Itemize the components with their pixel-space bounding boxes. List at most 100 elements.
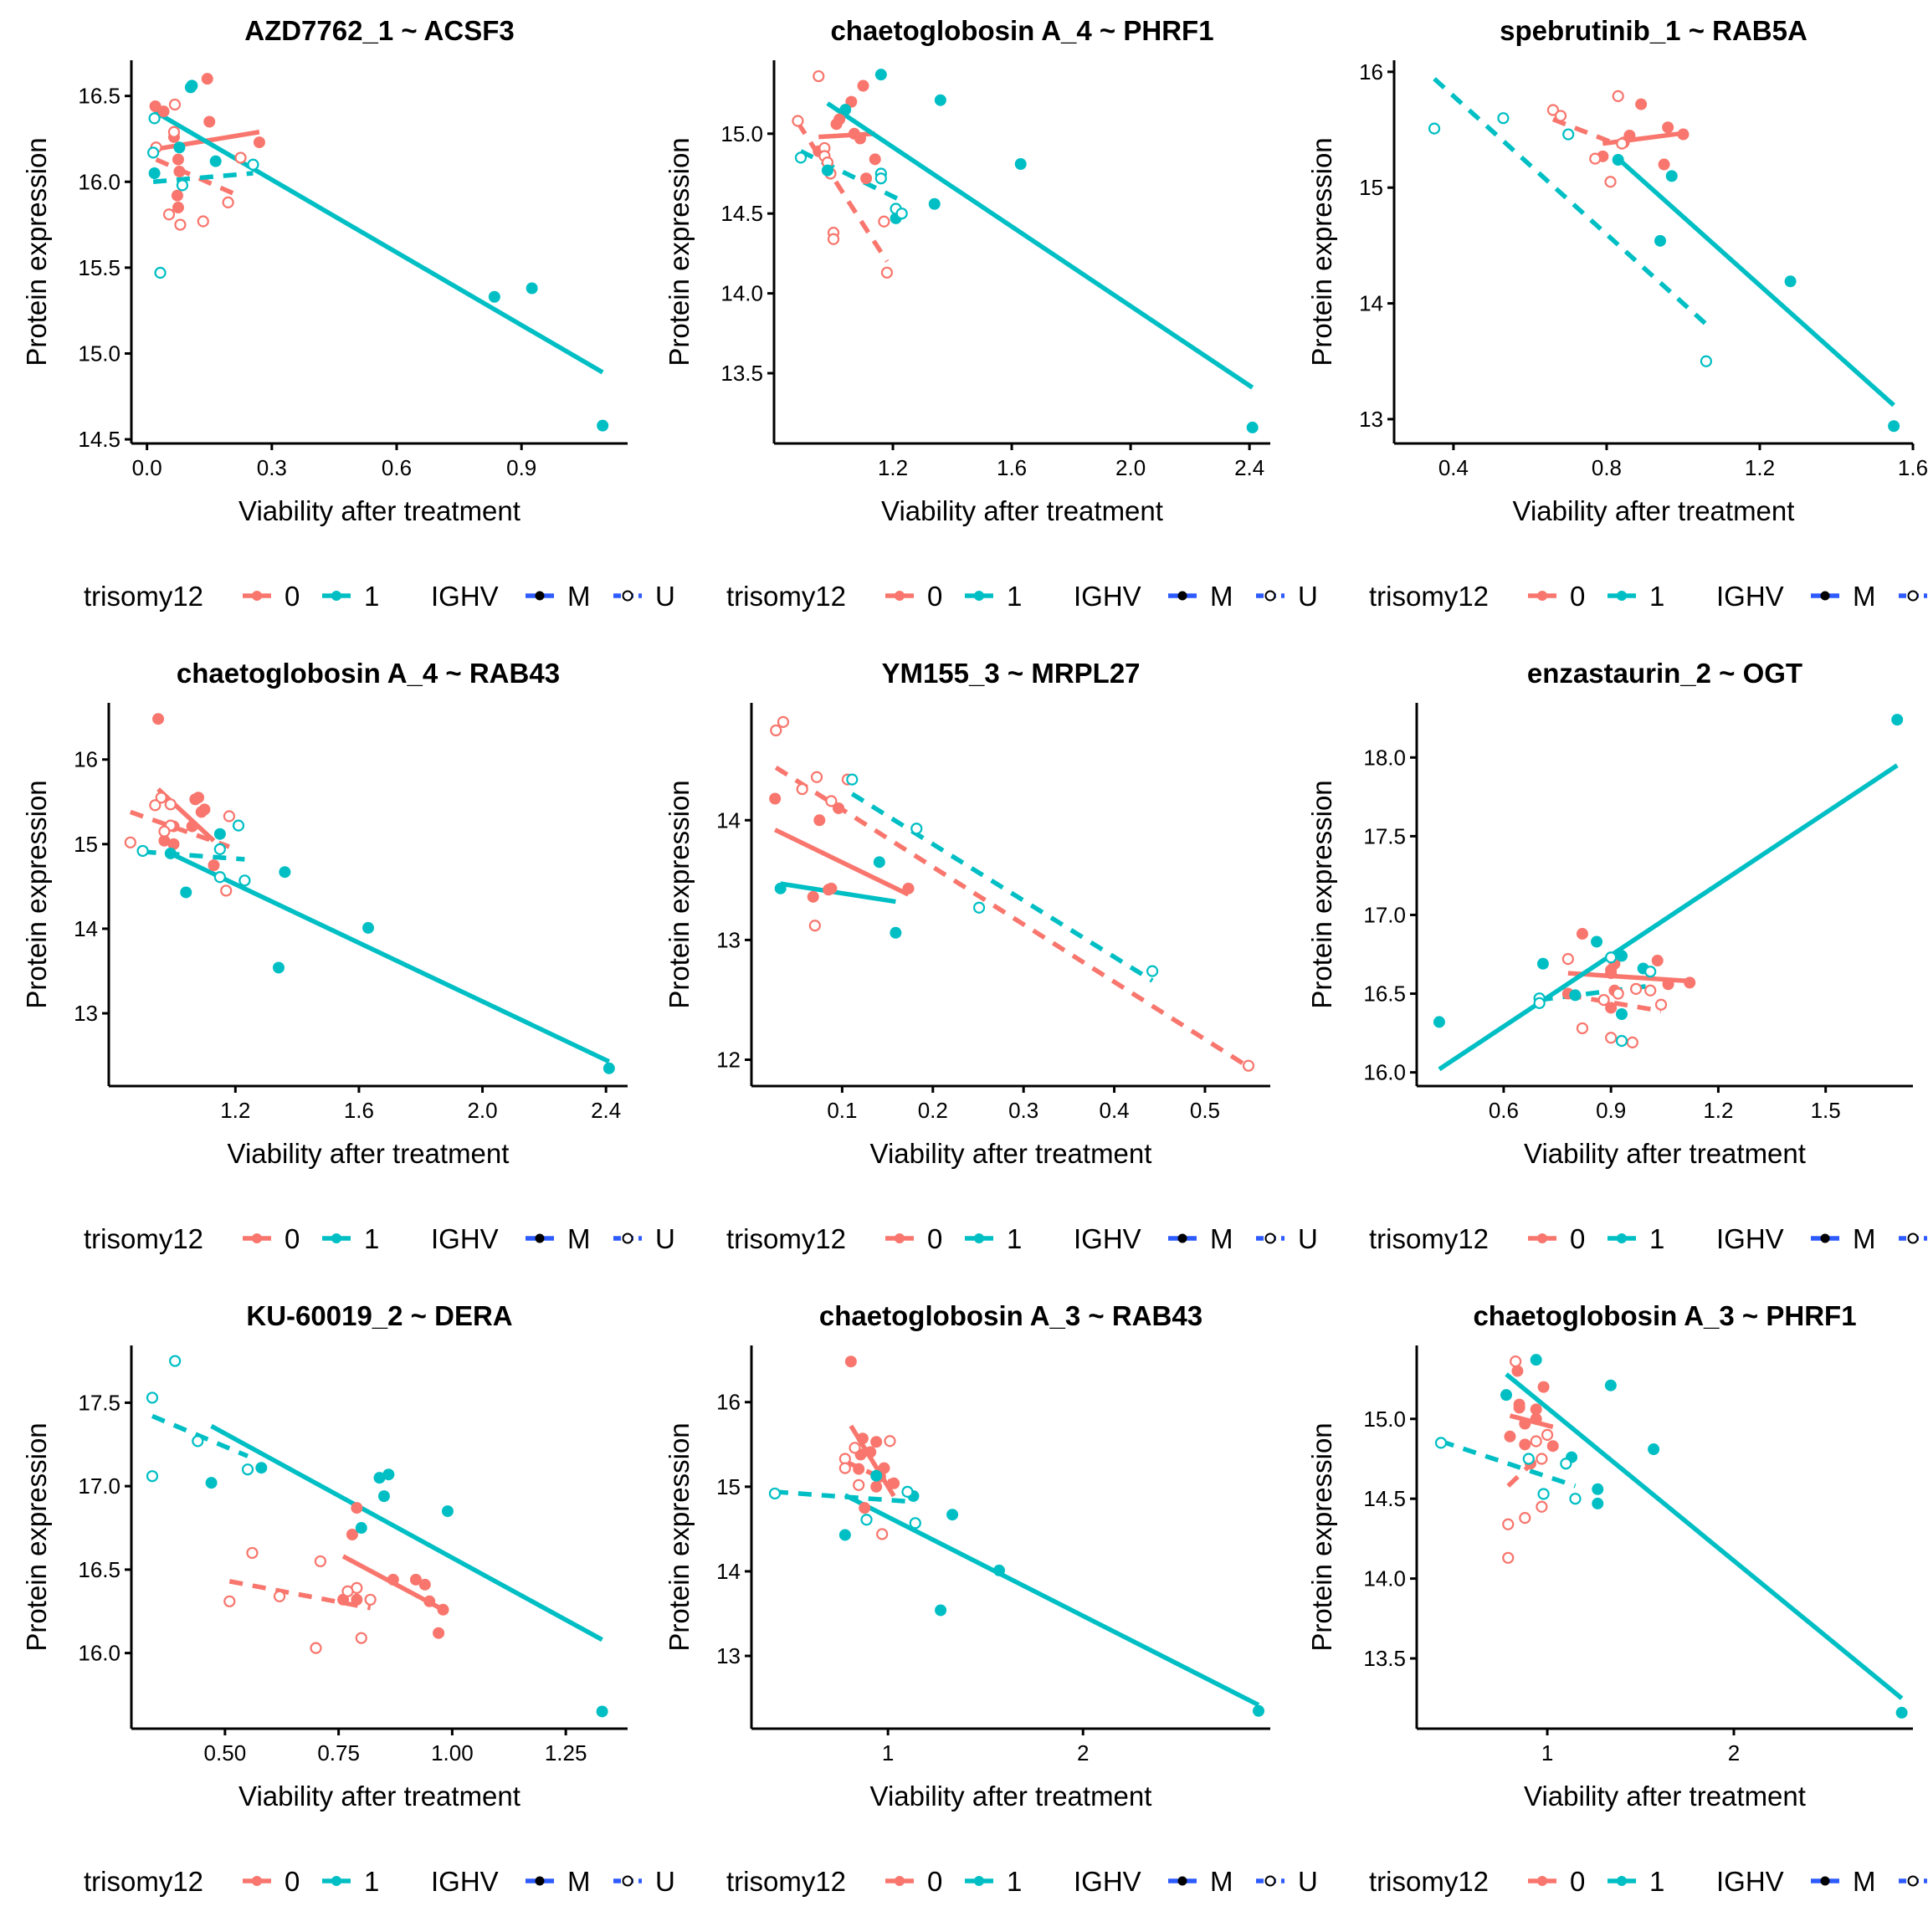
x-tick-label: 1 bbox=[882, 1740, 894, 1765]
legend-title-trisomy12: trisomy12 bbox=[726, 581, 846, 612]
data-point-trisomy1-ighv-M bbox=[148, 167, 161, 180]
x-tick-label: 1.6 bbox=[344, 1098, 374, 1123]
legend-title-ighv: IGHV bbox=[1074, 1866, 1141, 1897]
data-point-trisomy0-ighv-M bbox=[198, 803, 211, 816]
data-point-trisomy1-ighv-M bbox=[1604, 1379, 1617, 1391]
data-point-trisomy0-ighv-M bbox=[152, 713, 165, 725]
data-point-trisomy0-ighv-U bbox=[223, 1595, 236, 1607]
data-point-trisomy1-ighv-M bbox=[1246, 421, 1259, 433]
data-point-trisomy1-ighv-M bbox=[377, 1490, 390, 1503]
data-point-trisomy0-ighv-M bbox=[1519, 1438, 1531, 1451]
legend-key-point bbox=[974, 591, 984, 601]
data-point-trisomy0-ighv-M bbox=[1546, 1440, 1559, 1453]
legend-key-point bbox=[1907, 1875, 1919, 1887]
y-tick-label: 16 bbox=[716, 1390, 741, 1415]
panel: AZD7762_1 ~ ACSF3 0.0 0.3 0.6 0.9 14.5 15.0 15.… bbox=[21, 15, 675, 612]
data-point-trisomy0-ighv-M bbox=[813, 814, 826, 827]
data-point-trisomy1-ighv-M bbox=[272, 961, 285, 974]
legend-title-ighv: IGHV bbox=[1716, 1223, 1784, 1254]
legend-label: M bbox=[567, 581, 591, 612]
data-point-trisomy0-ighv-M bbox=[423, 1595, 436, 1607]
data-point-trisomy0-ighv-U bbox=[1612, 90, 1624, 102]
legend-label: M bbox=[1853, 1223, 1876, 1254]
legend-key-point bbox=[895, 591, 905, 601]
data-point-trisomy1-ighv-U bbox=[909, 1517, 921, 1530]
y-tick-label: 15 bbox=[1359, 175, 1383, 200]
data-point-trisomy1-ighv-M bbox=[186, 79, 198, 92]
data-point-trisomy1-ighv-U bbox=[874, 172, 887, 185]
data-point-trisomy0-ighv-U bbox=[884, 1435, 896, 1448]
data-point-trisomy1-ighv-M bbox=[774, 882, 787, 894]
data-point-trisomy0-ighv-U bbox=[1510, 1355, 1522, 1368]
fit-line-trisomy1-ighv-U bbox=[799, 149, 903, 203]
data-point-trisomy1-ighv-U bbox=[1146, 965, 1159, 977]
fit-line-trisomy0-ighv-U bbox=[1551, 117, 1619, 147]
legend-key-point bbox=[1820, 1876, 1830, 1886]
fit-line-trisomy1-ighv-M bbox=[1616, 156, 1895, 407]
data-point-trisomy0-ighv-M bbox=[1511, 1365, 1524, 1377]
data-point-trisomy1-ighv-U bbox=[1560, 1458, 1572, 1470]
data-point-trisomy1-ighv-M bbox=[1591, 935, 1603, 948]
data-point-trisomy1-ighv-M bbox=[596, 1705, 608, 1718]
data-point-trisomy1-ighv-U bbox=[860, 1514, 873, 1526]
panel: YM155_3 ~ MRPL27 0.1 0.2 0.3 0.4 0.5 12 13 14 Via… bbox=[664, 658, 1318, 1254]
data-point-trisomy0-ighv-M bbox=[351, 1502, 363, 1514]
data-point-trisomy0-ighv-U bbox=[364, 1593, 377, 1606]
data-point-trisomy1-ighv-M bbox=[1592, 1497, 1604, 1509]
data-point-trisomy0-ighv-M bbox=[167, 838, 180, 850]
data-point-trisomy0-ighv-U bbox=[124, 836, 136, 848]
fit-line-trisomy1-ighv-M bbox=[169, 851, 611, 1064]
data-point-trisomy1-ighv-M bbox=[362, 921, 374, 934]
data-point-trisomy0-ighv-M bbox=[1605, 1002, 1618, 1014]
fit-line-trisomy0-ighv-U bbox=[1506, 1452, 1544, 1488]
data-point-trisomy0-ighv-M bbox=[845, 95, 858, 108]
legend-title-ighv: IGHV bbox=[1074, 1223, 1141, 1254]
data-point-trisomy0-ighv-M bbox=[769, 792, 782, 805]
data-point-trisomy0-ighv-M bbox=[856, 1432, 869, 1445]
x-tick-label: 0.75 bbox=[317, 1740, 360, 1765]
y-tick-label: 13.5 bbox=[720, 361, 763, 386]
data-point-trisomy0-ighv-U bbox=[825, 795, 838, 807]
data-point-trisomy1-ighv-M bbox=[1648, 1443, 1660, 1456]
data-point-trisomy0-ighv-U bbox=[1616, 137, 1628, 150]
data-point-trisomy1-ighv-M bbox=[1895, 1706, 1908, 1719]
legend-key-point bbox=[1537, 1233, 1547, 1243]
legend-label: 1 bbox=[364, 581, 379, 612]
data-point-trisomy0-ighv-U bbox=[796, 782, 808, 796]
legend-label: 0 bbox=[285, 1223, 300, 1254]
data-point-trisomy1-ighv-M bbox=[1500, 1389, 1513, 1402]
x-tick-label: 1 bbox=[1541, 1740, 1553, 1765]
data-point-trisomy0-ighv-U bbox=[1242, 1059, 1255, 1072]
x-tick-label: 1.6 bbox=[1898, 455, 1928, 480]
data-point-trisomy0-ighv-M bbox=[853, 1463, 865, 1475]
data-point-trisomy0-ighv-M bbox=[1605, 964, 1618, 976]
fit-line-trisomy1-ighv-U bbox=[850, 792, 1154, 983]
y-tick-label: 16.5 bbox=[78, 1557, 120, 1582]
legend-key-point bbox=[535, 1233, 545, 1243]
x-tick-label: 1.2 bbox=[1745, 455, 1775, 480]
y-tick-label: 14.5 bbox=[78, 427, 120, 452]
data-point-trisomy1-ighv-M bbox=[597, 419, 609, 432]
data-point-trisomy1-ighv-M bbox=[373, 1472, 386, 1484]
data-point-trisomy0-ighv-M bbox=[1513, 1402, 1525, 1414]
legend-title-trisomy12: trisomy12 bbox=[1369, 581, 1489, 612]
x-tick-label: 2.0 bbox=[1115, 455, 1146, 480]
data-point-trisomy0-ighv-M bbox=[844, 1355, 857, 1368]
data-point-trisomy0-ighv-M bbox=[1530, 1412, 1542, 1425]
fit-line-trisomy0-ighv-M bbox=[156, 787, 216, 843]
y-tick-label: 17.5 bbox=[78, 1390, 120, 1415]
legend-title-trisomy12: trisomy12 bbox=[84, 1223, 203, 1254]
data-point-trisomy0-ighv-M bbox=[869, 153, 881, 166]
data-point-trisomy0-ighv-U bbox=[314, 1555, 327, 1568]
data-point-trisomy0-ighv-M bbox=[203, 115, 216, 128]
legend-title-trisomy12: trisomy12 bbox=[1369, 1866, 1489, 1897]
y-axis-title: Protein expression bbox=[21, 137, 52, 366]
fit-line-trisomy0-ighv-U bbox=[1567, 992, 1662, 1013]
legend: trisomy12 0 1 IGHV M U bbox=[84, 1866, 675, 1897]
legend-label: 1 bbox=[364, 1866, 379, 1897]
fit-line-trisomy0-ighv-M bbox=[773, 828, 910, 897]
data-point-trisomy0-ighv-M bbox=[1635, 98, 1648, 110]
legend-key-point bbox=[1617, 1876, 1627, 1886]
